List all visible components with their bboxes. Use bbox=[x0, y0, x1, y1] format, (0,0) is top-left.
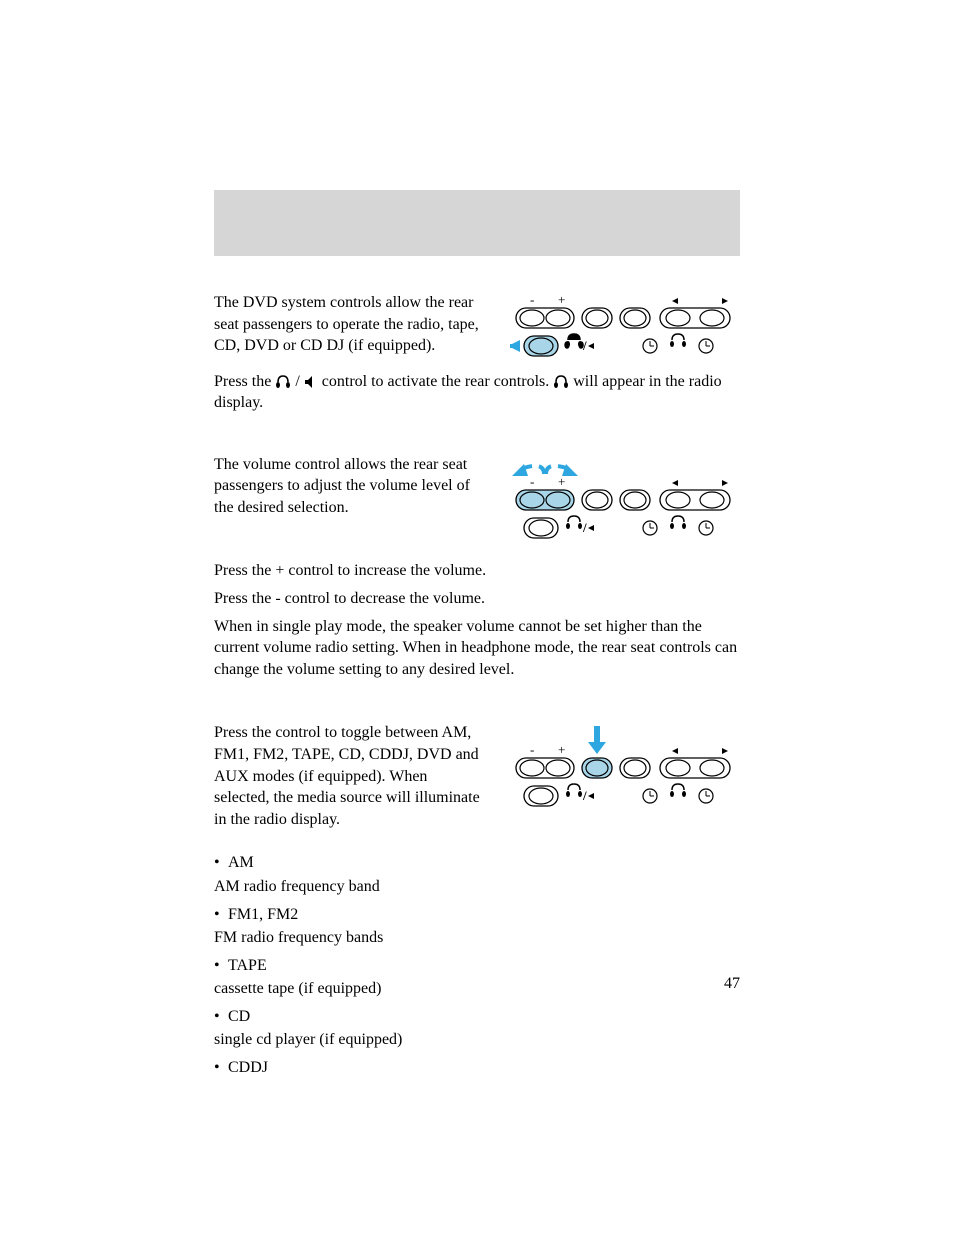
svg-text:-: - bbox=[530, 474, 534, 489]
svg-text:+: + bbox=[558, 742, 565, 757]
li-desc: single cd player (if equipped) bbox=[214, 1029, 740, 1051]
s1-p2-post: control to activate the rear controls. bbox=[318, 373, 553, 390]
li-desc: FM radio frequency bands bbox=[214, 927, 740, 949]
content: The DVD system controls allow the rear s… bbox=[214, 190, 740, 1081]
headphone-icon bbox=[553, 374, 569, 390]
control-panel-svg-2: - + bbox=[510, 456, 740, 546]
s1-p2-pre: Press the bbox=[214, 373, 275, 390]
list-item: TAPE bbox=[228, 955, 740, 977]
li-desc: cassette tape (if equipped) bbox=[214, 978, 740, 1000]
diagram-2: - + bbox=[510, 456, 740, 553]
s2-p4: When in single play mode, the speaker vo… bbox=[214, 616, 740, 681]
list-item: AM bbox=[228, 852, 740, 874]
section-media-toggle: Press the control to toggle between AM, … bbox=[214, 722, 740, 1080]
li-desc: AM radio frequency band bbox=[214, 876, 740, 898]
section-dvd-controls: The DVD system controls allow the rear s… bbox=[214, 292, 740, 418]
list-item: CDDJ bbox=[228, 1057, 740, 1079]
li-bullet: AM bbox=[228, 854, 254, 871]
list-item: CD bbox=[228, 1006, 740, 1028]
s2-p2: Press the + control to increase the volu… bbox=[214, 560, 740, 582]
page-number: 47 bbox=[724, 973, 740, 995]
svg-text:+: + bbox=[558, 294, 565, 307]
list-item: FM1, FM2 bbox=[228, 904, 740, 926]
li-bullet: CD bbox=[228, 1008, 250, 1025]
section-volume: The volume control allows the rear seat … bbox=[214, 454, 740, 687]
svg-text:-: - bbox=[530, 294, 534, 307]
speaker-icon bbox=[304, 374, 318, 390]
s1-p2: Press the / control to activate the rear… bbox=[214, 371, 740, 414]
diagram-3: - + bbox=[510, 724, 740, 821]
li-bullet: CDDJ bbox=[228, 1059, 268, 1076]
svg-text:+: + bbox=[558, 474, 565, 489]
svg-text:/: / bbox=[582, 788, 587, 803]
s3-p1: Press the control to toggle between AM, … bbox=[214, 722, 484, 830]
s2-p1: The volume control allows the rear seat … bbox=[214, 454, 484, 519]
svg-text:/: / bbox=[582, 520, 587, 535]
control-panel-svg-1: - + bbox=[510, 294, 740, 364]
li-bullet: TAPE bbox=[228, 957, 267, 974]
s1-p2-mid: / bbox=[291, 373, 303, 390]
li-bullet: FM1, FM2 bbox=[228, 906, 298, 923]
svg-text:/: / bbox=[582, 338, 587, 353]
control-panel-svg-3: - + bbox=[510, 724, 740, 814]
page-container: The DVD system controls allow the rear s… bbox=[0, 0, 954, 1235]
s1-p1: The DVD system controls allow the rear s… bbox=[214, 292, 484, 357]
headphone-icon bbox=[275, 374, 291, 390]
media-list: AM bbox=[214, 852, 740, 874]
s2-p3: Press the - control to decrease the volu… bbox=[214, 588, 740, 610]
diagram-1: - + bbox=[510, 294, 740, 371]
svg-text:-: - bbox=[530, 742, 534, 757]
